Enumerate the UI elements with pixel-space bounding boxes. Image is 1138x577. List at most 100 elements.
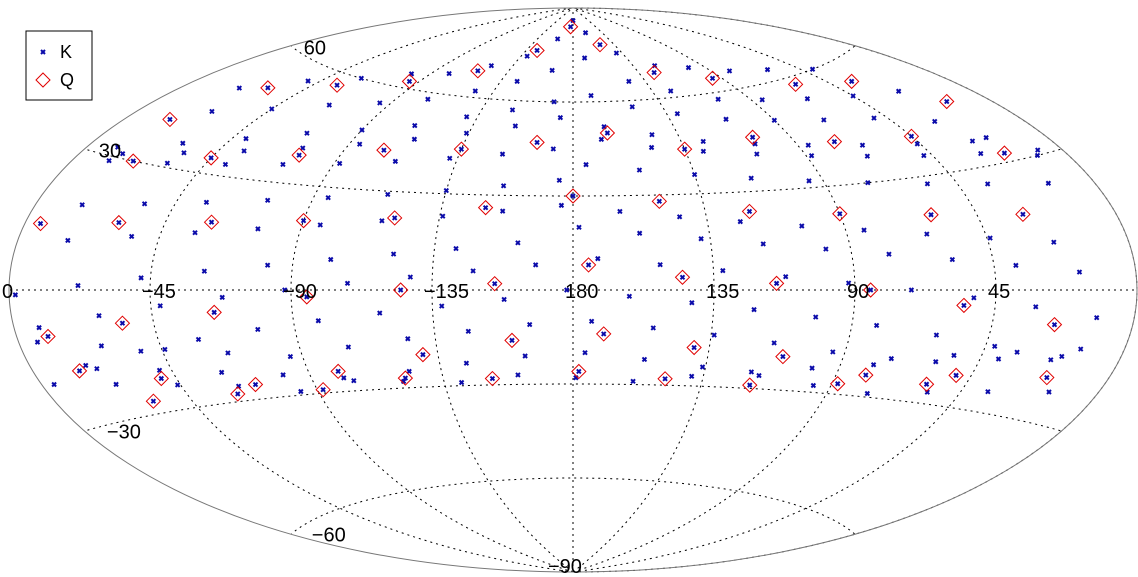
q-point-center-b-34 bbox=[208, 219, 215, 225]
q-point-center-b-40 bbox=[867, 287, 874, 293]
k-point-63 bbox=[453, 245, 459, 252]
k-point-19 bbox=[723, 116, 729, 122]
k-point-204 bbox=[379, 218, 385, 224]
q-point-center-b-47 bbox=[119, 320, 126, 326]
k-point-54 bbox=[636, 230, 643, 236]
parallel--60 bbox=[291, 477, 855, 535]
k-point-97 bbox=[522, 353, 528, 359]
k-point-79 bbox=[1048, 357, 1054, 363]
k-point-216 bbox=[933, 359, 939, 365]
q-point-center-b-1 bbox=[597, 41, 603, 48]
k-point-186 bbox=[463, 130, 470, 136]
k-point-138 bbox=[164, 160, 171, 166]
k-point-107 bbox=[626, 78, 632, 85]
k-point-82 bbox=[377, 310, 383, 316]
lon-tick-label: 45 bbox=[988, 281, 1010, 303]
legend-q-marker bbox=[35, 72, 51, 88]
q-point-center-b-70 bbox=[150, 398, 157, 404]
k-point-68 bbox=[138, 275, 144, 281]
q-point-43 bbox=[486, 275, 503, 292]
k-point-220 bbox=[458, 379, 465, 386]
q-point-23 bbox=[125, 153, 141, 169]
k-point-197 bbox=[799, 223, 805, 229]
k-point-65 bbox=[328, 256, 334, 263]
q-point-center-b-69 bbox=[235, 391, 241, 397]
k-point-189 bbox=[300, 145, 306, 151]
k-point-51 bbox=[141, 201, 148, 207]
k-point-211 bbox=[630, 378, 636, 385]
k-point-64 bbox=[390, 251, 397, 257]
k-point-159 bbox=[650, 325, 656, 331]
q-point-45 bbox=[299, 289, 315, 305]
q-point-37 bbox=[580, 257, 597, 273]
q-point-center-b-8 bbox=[792, 81, 799, 88]
q-point-center-b-26 bbox=[656, 198, 663, 205]
q-point-center-b-50 bbox=[691, 344, 697, 351]
k-point-147 bbox=[1033, 304, 1039, 310]
grid-layer bbox=[10, 7, 1138, 573]
q-point-11 bbox=[939, 93, 955, 110]
k-point-55 bbox=[698, 236, 704, 242]
q-point-16 bbox=[826, 133, 843, 150]
q-point-10 bbox=[260, 80, 276, 96]
k-point-123 bbox=[648, 144, 655, 151]
k-point-32 bbox=[243, 135, 249, 142]
lon-tick-label: −90 bbox=[283, 281, 317, 303]
k-point-103 bbox=[174, 382, 181, 388]
q-point-22 bbox=[203, 150, 219, 166]
k-point-175 bbox=[34, 339, 41, 345]
q-point-center-b-39 bbox=[773, 280, 780, 287]
q-point-center-b-46 bbox=[211, 309, 217, 316]
q-point-center-b-33 bbox=[300, 217, 307, 224]
k-point-30 bbox=[359, 127, 365, 133]
k-point-126 bbox=[808, 153, 815, 159]
k-point-135 bbox=[336, 160, 343, 167]
q-point-center-b-11 bbox=[944, 98, 950, 105]
q-point-8 bbox=[787, 76, 804, 93]
k-point-13 bbox=[358, 75, 365, 82]
q-point-center-b-31 bbox=[482, 204, 489, 211]
k-point-217 bbox=[995, 356, 1002, 362]
k-point-116 bbox=[472, 88, 479, 94]
q-point-59 bbox=[153, 370, 170, 387]
k-point-98 bbox=[463, 360, 470, 366]
q-point-69 bbox=[230, 386, 246, 402]
k-point-99 bbox=[406, 368, 412, 375]
q-point-center-b-41 bbox=[961, 302, 967, 309]
q-point-center-b-15 bbox=[749, 134, 756, 140]
q-point-center-b-27 bbox=[746, 208, 753, 215]
k-point-134 bbox=[392, 158, 399, 165]
lon-tick-label: 135 bbox=[706, 281, 739, 303]
q-point-center-b-62 bbox=[662, 376, 668, 382]
q-point-53 bbox=[948, 367, 964, 384]
q-point-center-b-38 bbox=[679, 274, 686, 280]
tick-label-layer: 0 45 90 135 180 −135 −90 −45 60 30 −30 −60 −90 bbox=[2, 37, 1010, 577]
k-point-6 bbox=[726, 68, 733, 74]
q-point-center-b-57 bbox=[335, 368, 341, 375]
q-point-center-b-13 bbox=[604, 130, 611, 136]
q-point-34 bbox=[203, 214, 220, 230]
k-point-158 bbox=[588, 318, 595, 325]
q-point-38 bbox=[674, 269, 691, 285]
k-point-1 bbox=[582, 30, 589, 36]
q-point-61 bbox=[571, 363, 587, 380]
q-point-center-b-54 bbox=[1044, 374, 1050, 381]
q-point-31 bbox=[477, 199, 494, 216]
k-point-100 bbox=[351, 377, 357, 384]
q-point-center-b-48 bbox=[45, 333, 51, 340]
k-point-164 bbox=[951, 352, 957, 359]
k-point-145 bbox=[908, 287, 915, 293]
k-point-15 bbox=[236, 85, 243, 91]
k-point-43 bbox=[1045, 180, 1052, 186]
q-point-40 bbox=[862, 282, 879, 298]
k-point-41 bbox=[924, 181, 931, 187]
k-point-219 bbox=[515, 372, 521, 378]
k-point-205 bbox=[317, 222, 323, 228]
q-point-35 bbox=[111, 214, 127, 231]
q-point-54 bbox=[1039, 369, 1055, 386]
k-point-70 bbox=[12, 292, 19, 298]
q-point-center-b-2 bbox=[534, 47, 540, 54]
k-point-58 bbox=[886, 251, 892, 257]
q-point-32 bbox=[386, 210, 403, 226]
q-point-49 bbox=[595, 326, 612, 342]
